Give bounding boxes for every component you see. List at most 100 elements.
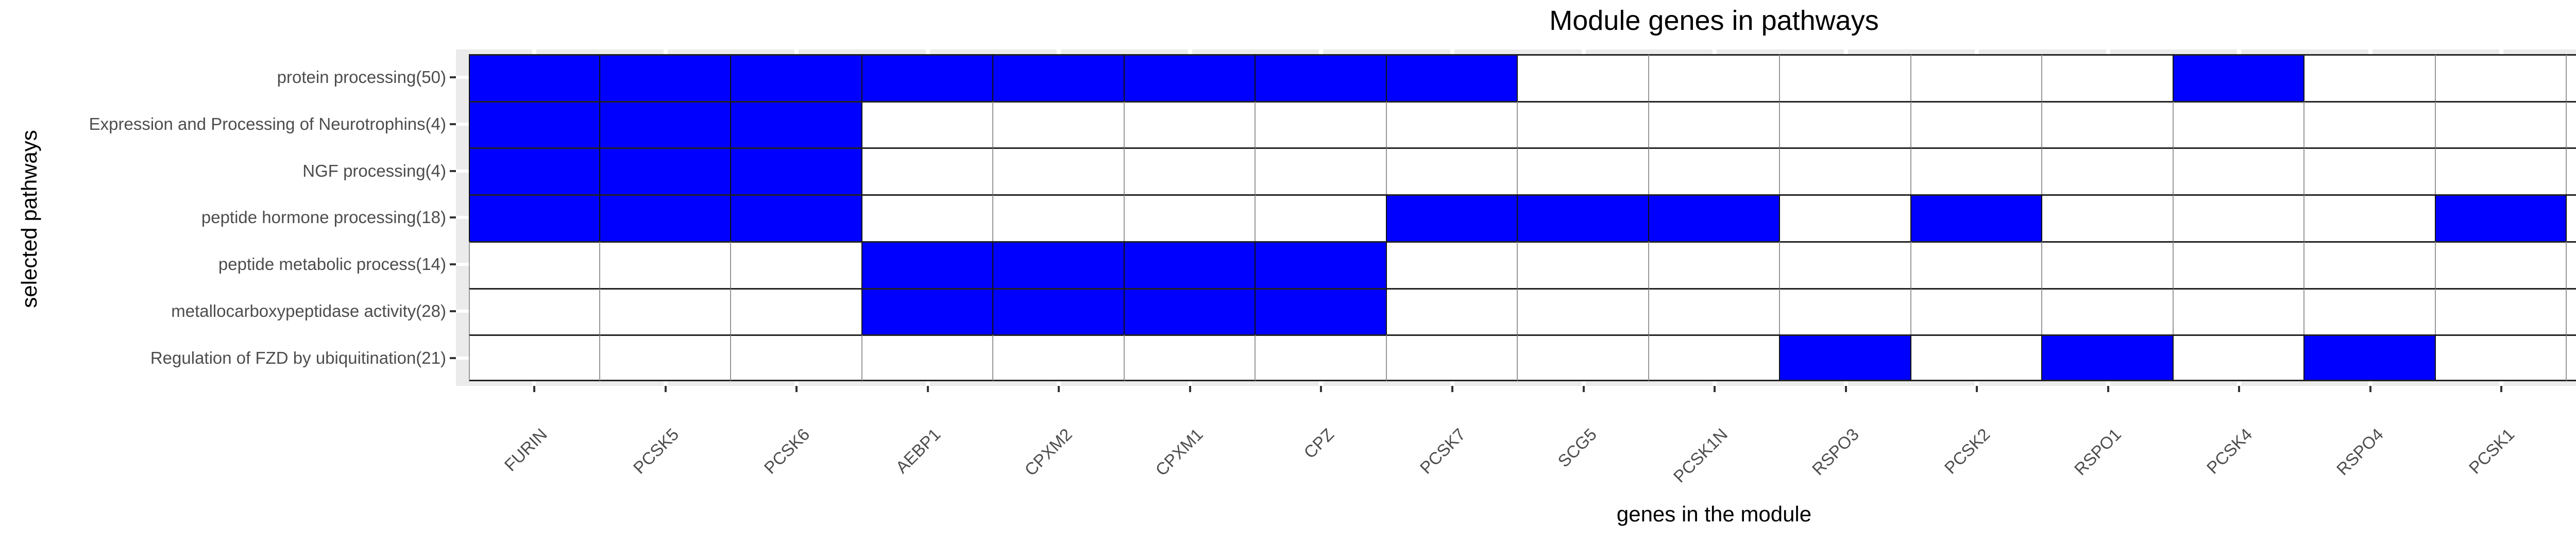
heatmap-cell (1256, 288, 1387, 335)
x-tick (1714, 386, 1716, 392)
x-tick-label: RSPO3 (1808, 425, 1862, 479)
heatmap-cell (1911, 241, 2043, 288)
heatmap-cell (731, 288, 862, 335)
heatmap-cell (1256, 54, 1387, 101)
heatmap-cell (2304, 288, 2436, 335)
heatmap-cell (1649, 288, 1781, 335)
x-tick-label: FURIN (500, 425, 551, 475)
heatmap-cell (2304, 100, 2436, 148)
heatmap-cell (2304, 54, 2436, 101)
heatmap-cell (469, 147, 600, 195)
heatmap-cell (600, 100, 732, 148)
x-tick-label: RSPO1 (2070, 425, 2125, 479)
x-tick (2369, 386, 2371, 392)
heatmap-cell (1518, 54, 1649, 101)
heatmap-cell (2173, 100, 2305, 148)
heatmap-cell (600, 194, 732, 241)
heatmap-cell (2567, 54, 2576, 101)
heatmap-cell (1518, 334, 1649, 381)
x-tick-label: CPXM2 (1020, 425, 1076, 480)
x-tick-label: PCSK6 (760, 425, 814, 478)
x-tick (1451, 386, 1453, 392)
y-tick (450, 123, 456, 126)
heatmap-cell (2435, 100, 2567, 148)
heatmap-cell (2435, 147, 2567, 195)
heatmap-cell (1780, 54, 1911, 101)
heatmap-cell (862, 147, 994, 195)
heatmap-cell (1256, 241, 1387, 288)
heatmap-cell (2173, 54, 2305, 101)
heatmap-cell (469, 194, 600, 241)
heatmap-tiles (469, 54, 2576, 381)
y-tick-label: Regulation of FZD by ubiquitination(21) (150, 348, 446, 367)
x-tick (664, 386, 667, 392)
x-tick (1976, 386, 1978, 392)
x-tick-label: PCSK1 (2465, 425, 2518, 478)
x-tick-label: CPZ (1300, 425, 1338, 462)
heatmap-cell (2304, 147, 2436, 195)
heatmap-cell (1649, 334, 1781, 381)
heatmap-cell (1780, 147, 1911, 195)
heatmap-cell (862, 194, 994, 241)
heatmap-cell (2567, 334, 2576, 381)
x-tick-label: CPXM1 (1151, 425, 1207, 480)
heatmap-cell (2304, 194, 2436, 241)
heatmap-cell (1911, 288, 2043, 335)
heatmap-cell (1124, 334, 1256, 381)
heatmap-cell (1518, 194, 1649, 241)
heatmap-cell (1649, 194, 1781, 241)
heatmap-cell (2567, 147, 2576, 195)
heatmap-cell (862, 334, 994, 381)
heatmap-cell (2042, 194, 2174, 241)
heatmap-cell (1780, 288, 1911, 335)
x-tick-label: SCG5 (1553, 425, 1600, 471)
heatmap-cell (1386, 288, 1518, 335)
heatmap-cell (731, 147, 862, 195)
x-tick (1189, 386, 1191, 392)
heatmap-cell (469, 54, 600, 101)
x-tick (2238, 386, 2241, 392)
y-axis-title: selected pathways (17, 130, 41, 308)
heatmap-cell (1518, 147, 1649, 195)
heatmap-cell (600, 241, 732, 288)
heatmap-cell (2173, 241, 2305, 288)
heatmap-cell (2567, 100, 2576, 148)
heatmap-cell (1518, 288, 1649, 335)
heatmap-cell (1124, 288, 1256, 335)
x-tick (533, 386, 536, 392)
y-tick (450, 216, 456, 219)
x-tick (926, 386, 929, 392)
x-tick-label: AEBP1 (892, 425, 945, 477)
heatmap-cell (2042, 100, 2174, 148)
y-tick-label: peptide metabolic process(14) (218, 255, 446, 274)
heatmap-cell (469, 100, 600, 148)
x-tick-label: PCSK2 (1940, 425, 1994, 478)
x-tick-label: RSPO4 (2332, 425, 2387, 479)
y-tick (450, 76, 456, 79)
heatmap-cell (1911, 194, 2043, 241)
heatmap-cell (1911, 54, 2043, 101)
chart-title: Module genes in pathways (1549, 5, 1879, 36)
x-tick (1582, 386, 1585, 392)
heatmap-cell (1386, 100, 1518, 148)
heatmap-cell (2042, 288, 2174, 335)
heatmap-cell (1124, 241, 1256, 288)
heatmap-cell (2304, 334, 2436, 381)
heatmap-cell (1780, 194, 1911, 241)
heatmap-cell (731, 54, 862, 101)
heatmap-cell (600, 147, 732, 195)
y-tick (450, 263, 456, 266)
heatmap-cell (1256, 100, 1387, 148)
x-tick (2500, 386, 2503, 392)
heatmap-cell (993, 194, 1125, 241)
heatmap-cell (1124, 54, 1256, 101)
heatmap-cell (1649, 147, 1781, 195)
y-tick (450, 357, 456, 359)
heatmap-cell (600, 54, 732, 101)
x-tick-label: PCSK5 (629, 425, 682, 478)
heatmap-cell (2567, 194, 2576, 241)
y-tick-label: protein processing(50) (277, 67, 446, 87)
heatmap-cell (2173, 194, 2305, 241)
heatmap-cell (993, 241, 1125, 288)
heatmap-cell (1386, 334, 1518, 381)
